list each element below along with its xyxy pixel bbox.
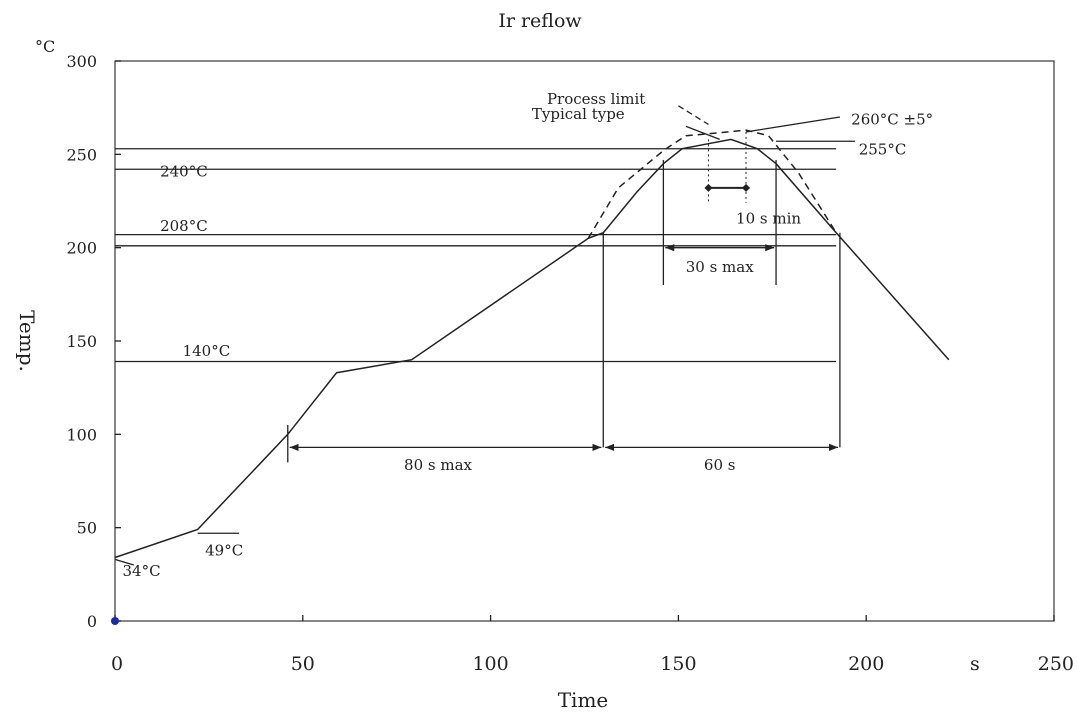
annotation-typical-type: Typical type xyxy=(532,105,625,123)
y-axis-label: Temp. xyxy=(15,310,39,372)
y-unit-label: °C xyxy=(35,37,55,56)
annotation-240c: 240°C xyxy=(160,163,208,181)
annotation-80s-max: 80 s max xyxy=(404,456,472,474)
plot-frame xyxy=(114,60,1055,622)
annotation-process-limit: Process limit xyxy=(547,90,645,108)
y-tick-label-250: 250 xyxy=(66,145,97,164)
leader-typical-type xyxy=(685,125,720,141)
leader-peak-temp xyxy=(745,116,841,133)
x-tick-label-150: 150 xyxy=(660,653,696,675)
annotation-140c: 140°C xyxy=(183,342,231,360)
annotation-60s: 60 s xyxy=(704,456,736,474)
y-tick-label-300: 300 xyxy=(66,52,97,71)
y-tick-label-50: 50 xyxy=(77,519,97,538)
series-line-typical-type xyxy=(114,138,950,559)
y-tick-label-100: 100 xyxy=(66,425,97,444)
chart-title: Ir reflow xyxy=(498,10,582,32)
x-tick-label-200: 200 xyxy=(848,653,884,675)
leader-process-limit xyxy=(678,105,709,126)
x-axis-label: Time xyxy=(558,688,609,712)
y-tick-label-150: 150 xyxy=(66,332,97,351)
origin-marker xyxy=(111,617,119,625)
annotation-30s-max: 30 s max xyxy=(686,258,754,276)
x-tick-label-250: 250 xyxy=(1038,653,1074,675)
x-unit-label: s xyxy=(970,653,980,675)
annotation-255c: 255°C xyxy=(859,140,907,158)
annotation-34c: 34°C xyxy=(123,562,161,580)
y-tick-label-0: 0 xyxy=(87,612,97,631)
annotation-208c: 208°C xyxy=(160,217,208,235)
x-tick-label-0: 0 xyxy=(111,653,123,675)
series-line-process-limit xyxy=(587,129,837,239)
x-tick-label-50: 50 xyxy=(291,653,315,675)
annotation-peak-temp: 260°C ±5° xyxy=(851,110,933,128)
x-tick-label-100: 100 xyxy=(472,653,508,675)
annotation-49c: 49°C xyxy=(205,542,243,560)
leader-34c xyxy=(114,558,134,566)
y-tick-label-200: 200 xyxy=(66,239,97,258)
annotation-10s-min: 10 s min xyxy=(736,209,801,227)
